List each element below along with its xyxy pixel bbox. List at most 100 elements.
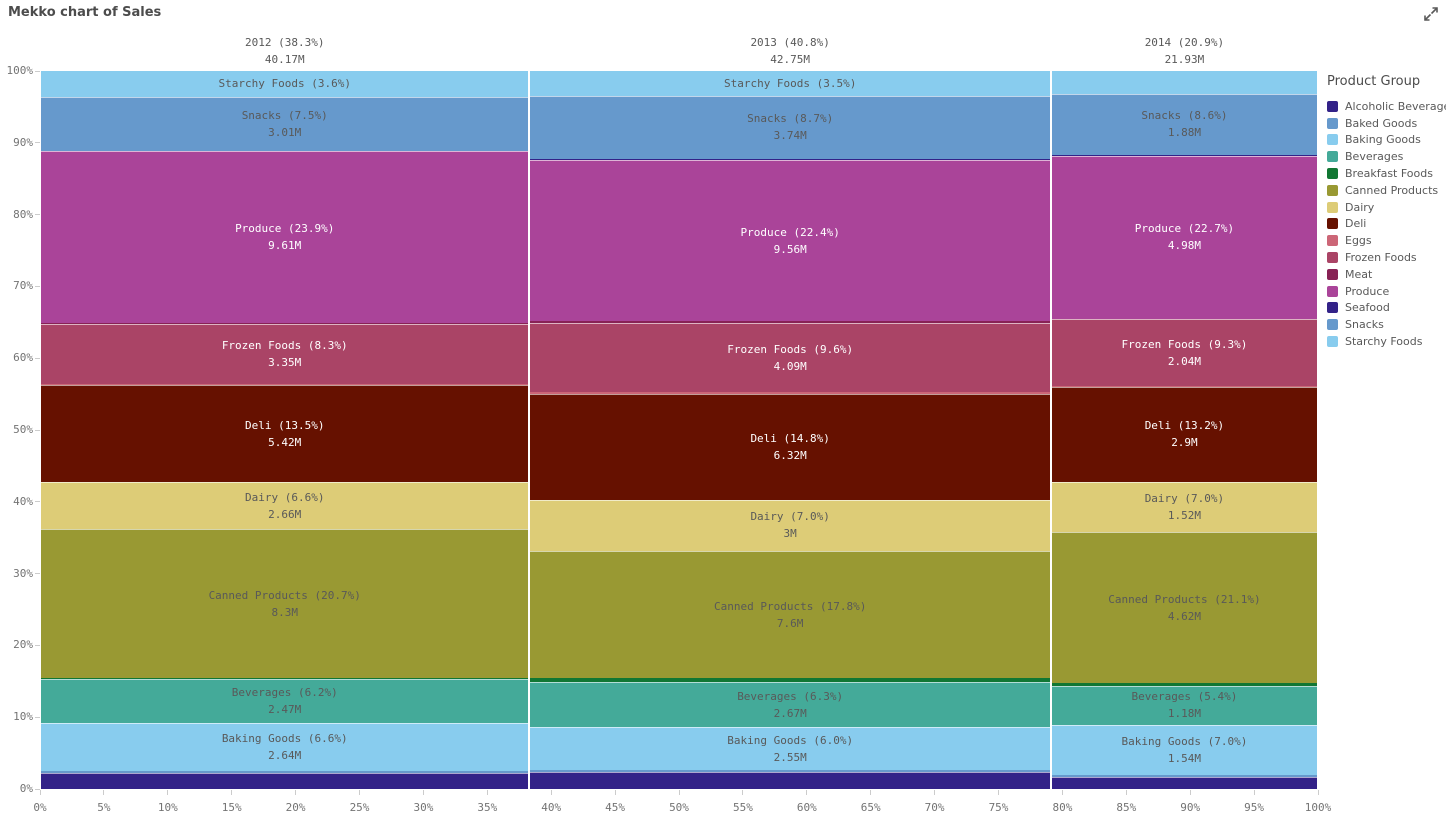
mekko-segment[interactable] [1051, 386, 1317, 387]
mekko-segment[interactable] [1051, 683, 1317, 686]
mekko-segment[interactable]: Beverages (6.2%) 2.47M [41, 678, 529, 724]
x-tick-label: 85% [1116, 801, 1137, 814]
mekko-segment[interactable] [530, 392, 1050, 395]
mekko-segment[interactable] [530, 321, 1050, 324]
y-tick-label: 30% [13, 566, 33, 580]
x-tick-mark [167, 790, 169, 795]
mekko-segment[interactable]: Produce (22.7%) 4.98M [1051, 155, 1317, 319]
x-tick-mark [1125, 790, 1127, 795]
x-tick-label: 30% [413, 801, 434, 814]
mekko-segment[interactable]: Canned Products (20.7%) 8.3M [41, 529, 529, 679]
mekko-segment[interactable] [41, 323, 529, 325]
legend-item[interactable]: Eggs [1327, 232, 1445, 249]
mekko-segment[interactable] [530, 772, 1050, 789]
mekko-segment[interactable] [1051, 318, 1317, 320]
mekko-segment[interactable]: Frozen Foods (9.6%) 4.09M [530, 323, 1050, 393]
legend-item-label: Breakfast Foods [1345, 167, 1433, 181]
x-tick-label: 50% [669, 801, 689, 814]
segment-value: 1.52M [1167, 508, 1201, 522]
column-header-category: 2014 (20.9%) [1144, 36, 1225, 49]
mekko-segment[interactable] [41, 773, 529, 789]
y-tick-label: 70% [13, 279, 33, 293]
segment-value: 5.42M [268, 435, 302, 449]
mekko-segment[interactable]: Frozen Foods (9.3%) 2.04M [1051, 319, 1317, 387]
segment-label-group: Canned Products (20.7%) 8.3M [41, 530, 528, 678]
legend-item[interactable]: Deli [1327, 216, 1445, 233]
x-tick-mark [231, 790, 233, 795]
mekko-segment[interactable] [530, 770, 1050, 773]
y-tick-mark [35, 501, 40, 503]
mekko-segment[interactable] [1051, 776, 1317, 789]
legend-swatch [1327, 184, 1338, 196]
segment-label-group: Snacks (8.6%) 1.88M [1052, 95, 1317, 156]
x-tick-label: 90% [1180, 801, 1201, 814]
segment-value: 8.3M [271, 605, 298, 619]
segment-label: Canned Products (20.7%) [208, 588, 361, 602]
mekko-segment[interactable]: Dairy (6.6%) 2.66M [41, 482, 529, 530]
legend-title: Product Group [1327, 74, 1421, 89]
mekko-segment[interactable] [1051, 71, 1317, 94]
mekko-segment[interactable]: Snacks (8.7%) 3.74M [530, 96, 1050, 159]
mekko-segment[interactable]: Starchy Foods (3.5%) [530, 71, 1050, 97]
x-tick-mark [678, 790, 680, 795]
x-tick-label: 60% [796, 801, 817, 814]
mekko-segment[interactable]: Canned Products (21.1%) 4.62M [1051, 531, 1317, 684]
mekko-segment[interactable]: Produce (23.9%) 9.61M [41, 151, 529, 323]
legend-item-label: Canned Products [1345, 183, 1439, 197]
legend-item[interactable]: Frozen Foods [1327, 249, 1445, 266]
mekko-segment[interactable]: Snacks (8.6%) 1.88M [1051, 93, 1317, 156]
mekko-segment[interactable] [530, 158, 1050, 161]
mekko-segment[interactable]: Dairy (7.0%) 1.52M [1051, 481, 1317, 532]
mekko-segment[interactable]: Deli (13.2%) 2.9M [1051, 386, 1317, 482]
legend-item-label: Snacks [1345, 318, 1384, 332]
legend-item[interactable]: Beverages [1327, 148, 1445, 165]
legend-swatch [1327, 100, 1338, 112]
legend-item[interactable]: Snacks [1327, 316, 1445, 333]
legend-swatch [1327, 168, 1338, 180]
legend-item[interactable]: Breakfast Foods [1327, 165, 1445, 182]
segment-label-group: Deli (14.8%) 6.32M [530, 395, 1049, 500]
segment-value: 4.62M [1167, 609, 1201, 623]
legend-item[interactable]: Seafood [1327, 300, 1445, 317]
x-tick-mark [1189, 790, 1191, 795]
segment-label: Starchy Foods (3.5%) [723, 76, 857, 90]
mekko-segment[interactable] [41, 770, 529, 774]
mekko-segment[interactable]: Deli (14.8%) 6.32M [530, 394, 1050, 501]
x-tick-label: 35% [477, 801, 498, 814]
mekko-segment[interactable] [530, 678, 1050, 682]
legend-item[interactable]: Produce [1327, 283, 1445, 300]
x-tick-label: 70% [924, 801, 945, 814]
x-tick-label: 80% [1052, 801, 1073, 814]
mekko-segment[interactable]: Baking Goods (7.0%) 1.54M [1051, 724, 1317, 775]
segment-label: Dairy (6.6%) [244, 490, 325, 504]
mekko-segment[interactable]: Baking Goods (6.6%) 2.64M [41, 723, 529, 771]
fullscreen-icon[interactable] [1421, 4, 1441, 24]
mekko-segment[interactable]: Canned Products (17.8%) 7.6M [530, 550, 1050, 679]
mekko-segment[interactable]: Baking Goods (6.0%) 2.55M [530, 727, 1050, 771]
legend-item[interactable]: Alcoholic Beverages [1327, 98, 1446, 115]
legend-item[interactable]: Baked Goods [1327, 115, 1445, 132]
mekko-segment[interactable]: Starchy Foods (3.6%) [41, 71, 529, 97]
legend-item[interactable]: Dairy [1327, 199, 1445, 216]
mekko-segment[interactable]: Deli (13.5%) 5.42M [41, 385, 529, 483]
mekko-segment[interactable] [1051, 774, 1317, 777]
mekko-segment[interactable]: Produce (22.4%) 9.56M [530, 160, 1050, 322]
legend-item[interactable]: Canned Products [1327, 182, 1445, 199]
segment-value: 7.6M [776, 616, 804, 630]
mekko-segment[interactable] [41, 150, 529, 152]
segment-label-group: Baking Goods (7.0%) 1.54M [1052, 726, 1317, 775]
legend-item[interactable]: Baking Goods [1327, 132, 1445, 149]
mekko-segment[interactable] [41, 678, 529, 679]
column-header: 2012 (38.3%) 40.17M [40, 34, 529, 68]
mekko-segment[interactable]: Snacks (7.5%) 3.01M [41, 96, 529, 151]
mekko-segment[interactable]: Frozen Foods (8.3%) 3.35M [41, 324, 529, 385]
mekko-segment[interactable]: Beverages (6.3%) 2.67M [530, 682, 1050, 728]
legend-item[interactable]: Meat [1327, 266, 1445, 283]
mekko-segment[interactable]: Dairy (7.0%) 3M [530, 500, 1050, 551]
legend-item[interactable]: Starchy Foods [1327, 333, 1445, 350]
chart-title: Mekko chart of Sales [8, 5, 162, 20]
x-tick-label: 10% [157, 801, 178, 814]
mekko-segment[interactable]: Beverages (5.4%) 1.18M [1051, 685, 1317, 725]
mekko-segment[interactable] [41, 384, 529, 386]
